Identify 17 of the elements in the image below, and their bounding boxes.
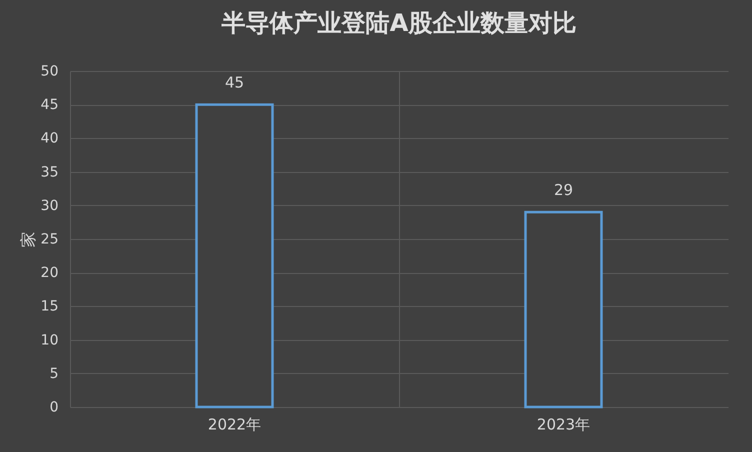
y-tick-label: 45 [40, 97, 58, 114]
y-tick-label: 0 [50, 400, 58, 416]
y-tick-label: 5 [50, 366, 58, 382]
x-tick-label: 2022年 [208, 416, 262, 434]
chart-title: 半导体产业登陆A股企业数量对比 [220, 9, 576, 37]
data-label: 45 [224, 74, 244, 92]
y-tick-label: 10 [40, 332, 58, 348]
y-axis-title: 家 [18, 232, 38, 248]
y-tick-label: 50 [40, 64, 58, 80]
y-tick-label: 30 [40, 198, 58, 214]
data-label: 29 [554, 181, 574, 200]
y-tick-label: 35 [40, 164, 58, 180]
y-tick-label: 20 [40, 265, 58, 282]
y-tick-label: 40 [40, 130, 58, 147]
y-tick-label: 15 [40, 298, 58, 315]
y-tick-label: 25 [40, 232, 58, 248]
x-tick-label: 2023年 [536, 416, 590, 434]
